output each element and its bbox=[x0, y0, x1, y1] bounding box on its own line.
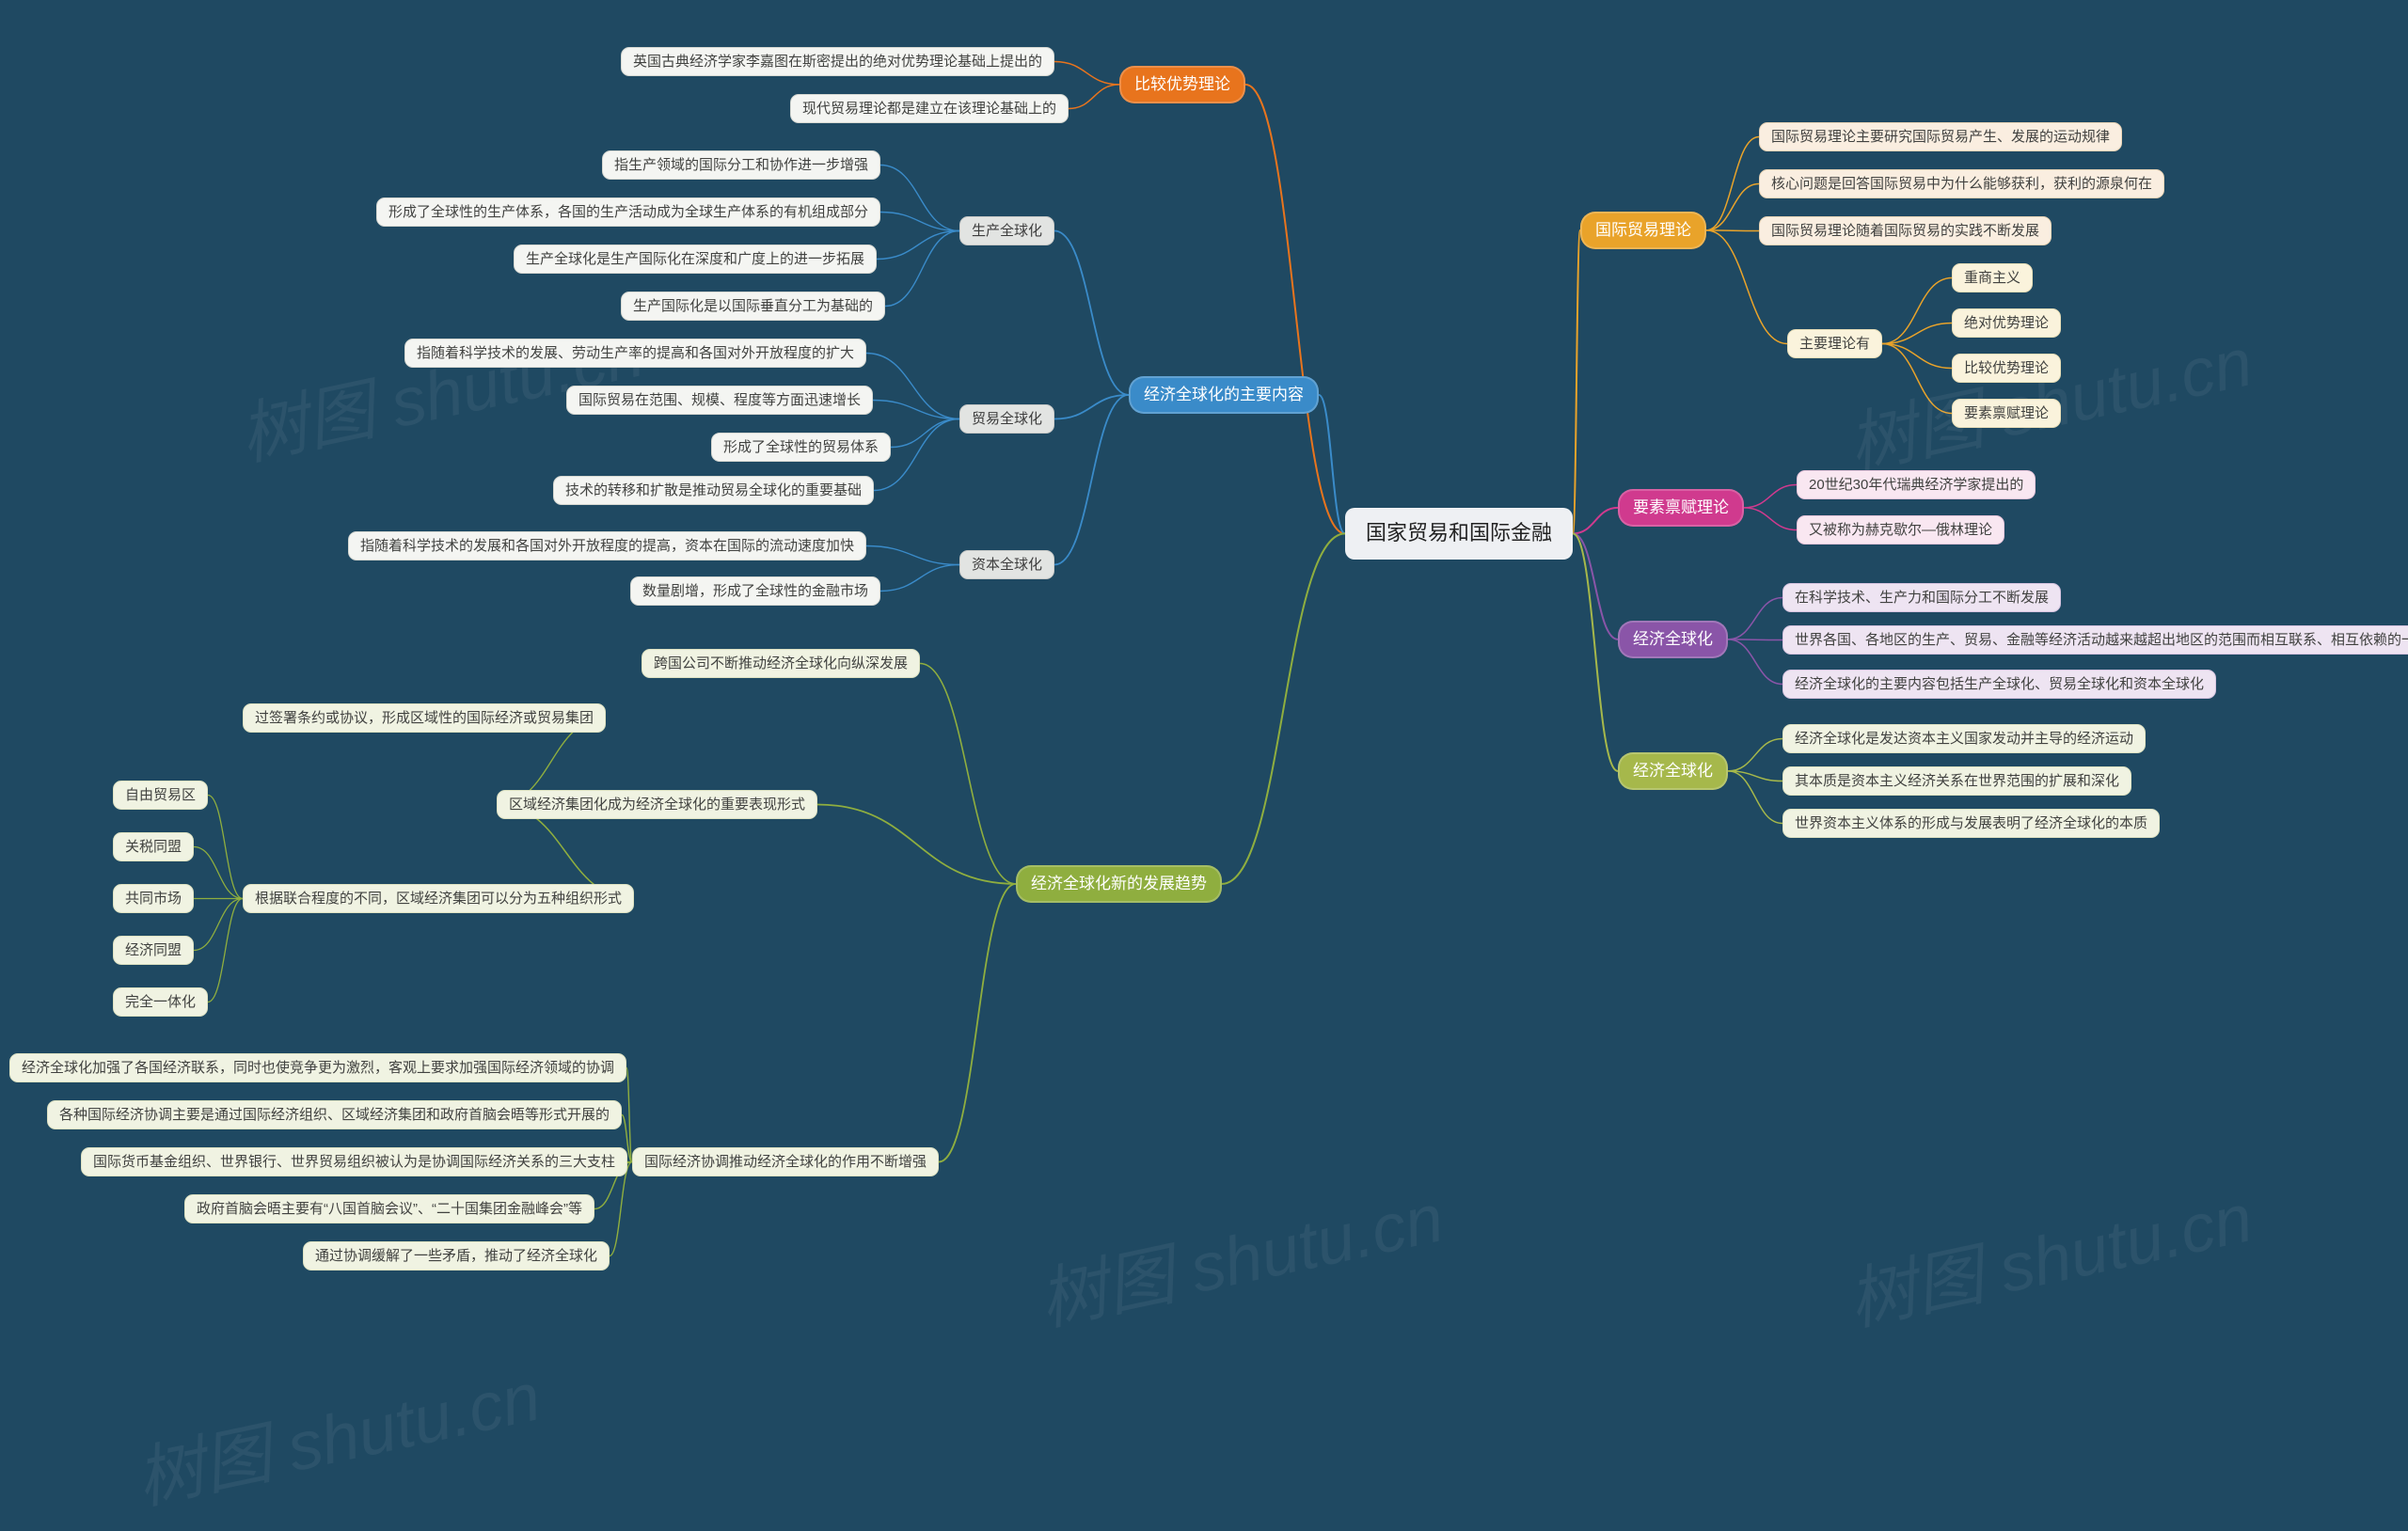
l_c1[interactable]: 指随着科学技术的发展和各国对外开放程度的提高，资本在国际的流动速度加快 bbox=[348, 531, 866, 560]
s_coord[interactable]: 国际经济协调推动经济全球化的作用不断增强 bbox=[632, 1147, 939, 1176]
s_region[interactable]: 区域经济集团化成为经济全球化的重要表现形式 bbox=[497, 790, 817, 819]
l_g2a[interactable]: 经济全球化是发达资本主义国家发动并主导的经济运动 bbox=[1782, 724, 2146, 753]
l_g1b[interactable]: 世界各国、各地区的生产、贸易、金融等经济活动越来越超出地区的范围而相互联系、相互… bbox=[1782, 625, 2408, 655]
l_p2[interactable]: 形成了全球性的生产体系，各国的生产活动成为全球生产体系的有机组成部分 bbox=[376, 197, 880, 227]
watermark: 树图 shutu.cn bbox=[1838, 1162, 2259, 1344]
l_tr1[interactable]: 跨国公司不断推动经济全球化向纵深发展 bbox=[642, 649, 920, 678]
l_p4[interactable]: 生产国际化是以国际垂直分工为基础的 bbox=[621, 292, 885, 321]
l_th1[interactable]: 重商主义 bbox=[1952, 263, 2033, 292]
l_co4[interactable]: 政府首脑会晤主要有“八国首脑会议”、“二十国集团金融峰会”等 bbox=[184, 1194, 594, 1223]
l_f1[interactable]: 20世纪30年代瑞典经济学家提出的 bbox=[1797, 470, 2036, 499]
l_f2[interactable]: 又被称为赫克歇尔—俄林理论 bbox=[1797, 515, 2004, 545]
l_ca1[interactable]: 英国古典经济学家李嘉图在斯密提出的绝对优势理论基础上提出的 bbox=[621, 47, 1054, 76]
l_g1c[interactable]: 经济全球化的主要内容包括生产全球化、贸易全球化和资本全球化 bbox=[1782, 670, 2216, 699]
l_fm4[interactable]: 经济同盟 bbox=[113, 936, 194, 965]
b_compadv[interactable]: 比较优势理论 bbox=[1119, 66, 1245, 103]
l_co2[interactable]: 各种国际经济协调主要是通过国际经济组织、区域经济集团和政府首脑会晤等形式开展的 bbox=[47, 1100, 622, 1129]
l_it1[interactable]: 国际贸易理论主要研究国际贸易产生、发展的运动规律 bbox=[1759, 122, 2122, 151]
root-node[interactable]: 国家贸易和国际金融 bbox=[1345, 508, 1573, 560]
s_forms[interactable]: 根据联合程度的不同，区域经济集团可以分为五种组织形式 bbox=[243, 884, 634, 913]
l_co3[interactable]: 国际货币基金组织、世界银行、世界贸易组织被认为是协调国际经济关系的三大支柱 bbox=[81, 1147, 627, 1176]
b_factor[interactable]: 要素禀赋理论 bbox=[1618, 489, 1744, 527]
l_th2[interactable]: 绝对优势理论 bbox=[1952, 308, 2061, 338]
s_theories[interactable]: 主要理论有 bbox=[1787, 329, 1882, 358]
l_it2[interactable]: 核心问题是回答国际贸易中为什么能够获利，获利的源泉何在 bbox=[1759, 169, 2164, 198]
l_t4[interactable]: 技术的转移和扩散是推动贸易全球化的重要基础 bbox=[553, 476, 874, 505]
b_glob2[interactable]: 经济全球化 bbox=[1618, 752, 1728, 790]
watermark: 树图 shutu.cn bbox=[1029, 1162, 1450, 1344]
l_t2[interactable]: 国际贸易在范围、规模、程度等方面迅速增长 bbox=[566, 386, 873, 415]
l_t1[interactable]: 指随着科学技术的发展、劳动生产率的提高和各国对外开放程度的扩大 bbox=[404, 339, 866, 368]
l_fm2[interactable]: 关税同盟 bbox=[113, 832, 194, 861]
s_cap[interactable]: 资本全球化 bbox=[959, 550, 1054, 579]
l_fm3[interactable]: 共同市场 bbox=[113, 884, 194, 913]
l_g2b[interactable]: 其本质是资本主义经济关系在世界范围的扩展和深化 bbox=[1782, 766, 2131, 796]
b_trends[interactable]: 经济全球化新的发展趋势 bbox=[1016, 865, 1222, 903]
l_ca2[interactable]: 现代贸易理论都是建立在该理论基础上的 bbox=[790, 94, 1069, 123]
b_content[interactable]: 经济全球化的主要内容 bbox=[1129, 376, 1319, 414]
b_glob1[interactable]: 经济全球化 bbox=[1618, 621, 1728, 658]
l_g1a[interactable]: 在科学技术、生产力和国际分工不断发展 bbox=[1782, 583, 2061, 612]
l_p1[interactable]: 指生产领域的国际分工和协作进一步增强 bbox=[602, 150, 880, 180]
l_fm5[interactable]: 完全一体化 bbox=[113, 987, 208, 1017]
l_p3[interactable]: 生产全球化是生产国际化在深度和广度上的进一步拓展 bbox=[514, 245, 877, 274]
l_g2c[interactable]: 世界资本主义体系的形成与发展表明了经济全球化的本质 bbox=[1782, 809, 2160, 838]
s_trade[interactable]: 贸易全球化 bbox=[959, 404, 1054, 434]
l_th4[interactable]: 要素禀赋理论 bbox=[1952, 399, 2061, 428]
watermark: 树图 shutu.cn bbox=[126, 1341, 547, 1523]
l_t3[interactable]: 形成了全球性的贸易体系 bbox=[711, 433, 891, 462]
l_th3[interactable]: 比较优势理论 bbox=[1952, 354, 2061, 383]
l_it3[interactable]: 国际贸易理论随着国际贸易的实践不断发展 bbox=[1759, 216, 2052, 245]
l_r1[interactable]: 过签署条约或协议，形成区域性的国际经济或贸易集团 bbox=[243, 703, 606, 733]
l_fm1[interactable]: 自由贸易区 bbox=[113, 781, 208, 810]
b_ittheory[interactable]: 国际贸易理论 bbox=[1580, 212, 1706, 249]
l_c2[interactable]: 数量剧增，形成了全球性的金融市场 bbox=[630, 576, 880, 606]
s_prod[interactable]: 生产全球化 bbox=[959, 216, 1054, 245]
l_co5[interactable]: 通过协调缓解了一些矛盾，推动了经济全球化 bbox=[303, 1241, 610, 1271]
l_co1[interactable]: 经济全球化加强了各国经济联系，同时也使竞争更为激烈，客观上要求加强国际经济领域的… bbox=[9, 1053, 626, 1082]
